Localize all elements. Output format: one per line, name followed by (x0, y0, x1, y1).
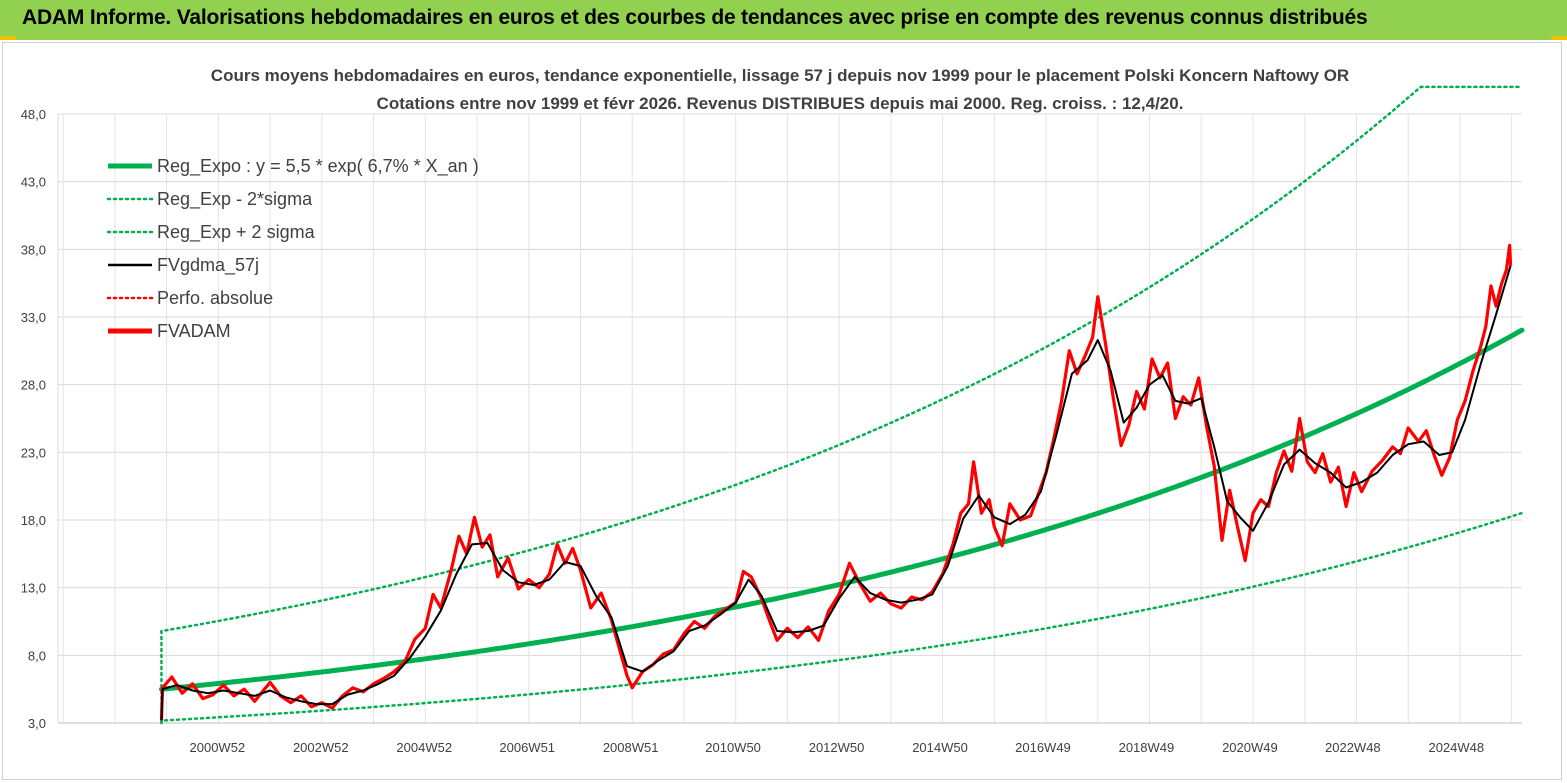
chart-title-line-1: Cours moyens hebdomadaires en euros, ten… (211, 66, 1349, 85)
fvadam-line (159, 243, 1513, 721)
x-axis-tick-labels: 2000W52 2002W52 2004W52 2006W51 2008W51 2010W… (190, 740, 1485, 755)
header-accent-right (1551, 36, 1567, 40)
legend-label: Reg_Expo : y = 5,5 * exp( 6,7% * X_an ) (157, 156, 479, 177)
legend-label: FVgdma_57j (157, 255, 259, 276)
x-tick-label: 2000W52 (190, 740, 246, 755)
report-title: ADAM Informe. Valorisations hebdomadaire… (22, 6, 1368, 29)
x-tick-label: 2024W48 (1428, 740, 1484, 755)
chart-legend: Reg_Expo : y = 5,5 * exp( 6,7% * X_an ) R… (106, 156, 479, 341)
legend-label: FVADAM (157, 321, 231, 341)
y-tick-label: 8,0 (28, 648, 46, 663)
legend-label: Reg_Exp + 2 sigma (157, 222, 316, 243)
x-tick-label: 2006W51 (499, 740, 555, 755)
reg-expo-line (159, 327, 1525, 692)
report-header: ADAM Informe. Valorisations hebdomadaire… (0, 0, 1567, 40)
y-tick-label: 48,0 (21, 107, 46, 122)
chart-title-line-2: Cotations entre nov 1999 et févr 2026. R… (377, 94, 1184, 113)
y-tick-label: 13,0 (21, 581, 46, 596)
y-axis-tick-labels: 3,0 8,0 13,0 18,0 23,0 28,0 33,0 38,0 43,0 48,0 (21, 107, 46, 731)
legend-label: Perfo. absolue (157, 288, 273, 308)
y-tick-label: 33,0 (21, 310, 46, 325)
y-tick-label: 23,0 (21, 445, 46, 460)
fvgdma-57j-line (160, 265, 1512, 721)
header-accent-left (0, 36, 16, 40)
y-tick-label: 38,0 (21, 242, 46, 257)
y-tick-label: 43,0 (21, 175, 46, 190)
x-tick-label: 2014W50 (912, 740, 968, 755)
x-tick-label: 2004W52 (396, 740, 452, 755)
x-tick-label: 2008W51 (603, 740, 659, 755)
y-tick-label: 3,0 (28, 716, 46, 731)
y-tick-label: 28,0 (21, 378, 46, 393)
x-tick-label: 2016W49 (1015, 740, 1071, 755)
reg-expo-minus-2sigma-line (160, 511, 1524, 725)
gridlines (57, 113, 1522, 724)
x-tick-label: 2010W50 (705, 740, 761, 755)
y-tick-label: 18,0 (21, 513, 46, 528)
series-layer (159, 85, 1525, 725)
x-tick-label: 2012W50 (809, 740, 865, 755)
reg-expo-plus-2sigma-line (160, 85, 1524, 725)
x-tick-label: 2020W49 (1222, 740, 1278, 755)
x-tick-label: 2018W49 (1119, 740, 1175, 755)
legend-label: Reg_Exp - 2*sigma (157, 189, 313, 210)
chart-frame (2, 42, 1562, 780)
x-tick-label: 2002W52 (293, 740, 349, 755)
x-tick-label: 2022W48 (1325, 740, 1381, 755)
